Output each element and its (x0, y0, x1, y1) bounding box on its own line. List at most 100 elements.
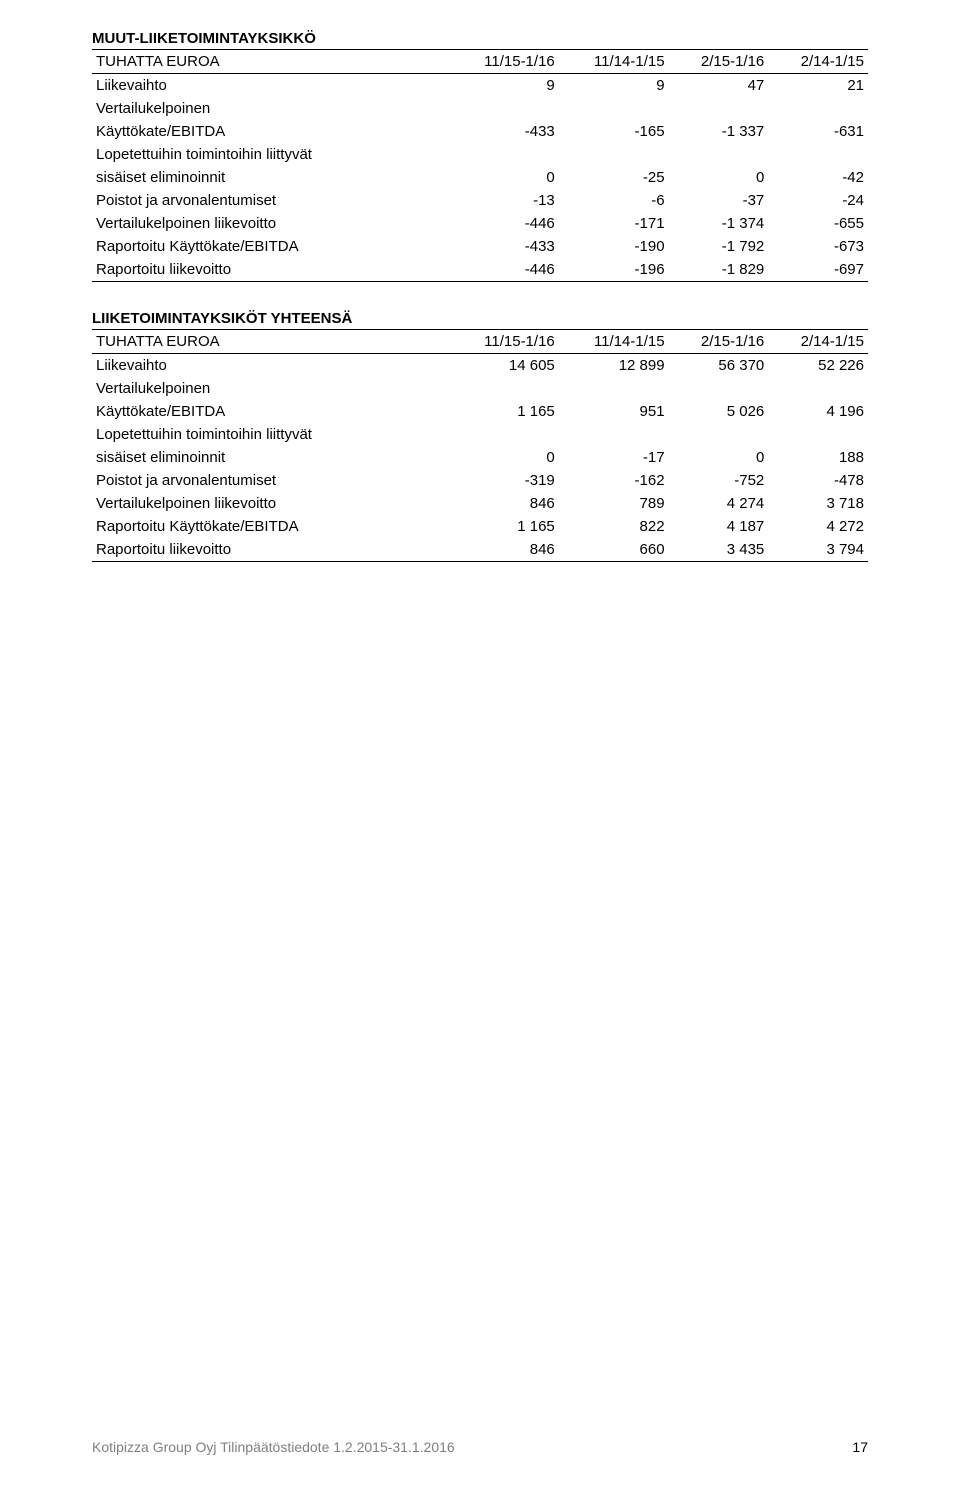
table-cell: 0 (449, 446, 559, 469)
table-cell: -24 (768, 189, 868, 212)
table-cell (559, 143, 669, 166)
table-row: sisäiset eliminoinnit0-250-42 (92, 166, 868, 189)
table-cell: Raportoitu liikevoitto (92, 538, 449, 562)
table-cell: 52 226 (768, 354, 868, 378)
table-cell: 3 435 (669, 538, 769, 562)
table-cell: -673 (768, 235, 868, 258)
table-cell: Liikevaihto (92, 354, 449, 378)
table-cell: -6 (559, 189, 669, 212)
th-c2: 11/14-1/15 (559, 330, 669, 354)
table-cell: -446 (449, 258, 559, 282)
table-row: Lopetettuihin toimintoihin liittyvät (92, 423, 868, 446)
th-label: TUHATTA EUROA (92, 50, 449, 74)
table-row: Lopetettuihin toimintoihin liittyvät (92, 143, 868, 166)
table-cell: 951 (559, 400, 669, 423)
table-cell (768, 143, 868, 166)
table-cell: sisäiset eliminoinnit (92, 446, 449, 469)
table-cell: 14 605 (449, 354, 559, 378)
table-cell (449, 423, 559, 446)
table-cell: -17 (559, 446, 669, 469)
table-cell: 3 718 (768, 492, 868, 515)
table-cell: Vertailukelpoinen (92, 377, 449, 400)
table-cell: -655 (768, 212, 868, 235)
table-cell: Lopetettuihin toimintoihin liittyvät (92, 423, 449, 446)
table-cell: Käyttökate/EBITDA (92, 120, 449, 143)
table-cell: 0 (669, 166, 769, 189)
table-cell: 4 187 (669, 515, 769, 538)
table-cell (768, 97, 868, 120)
table-cell: Vertailukelpoinen (92, 97, 449, 120)
table-cell: 188 (768, 446, 868, 469)
table2: TUHATTA EUROA 11/15-1/16 11/14-1/15 2/15… (92, 329, 868, 562)
table-cell: -165 (559, 120, 669, 143)
table-cell: 822 (559, 515, 669, 538)
footer-page-number: 17 (852, 1439, 868, 1455)
table-cell: 4 274 (669, 492, 769, 515)
table-cell (449, 143, 559, 166)
table-row: Käyttökate/EBITDA1 1659515 0264 196 (92, 400, 868, 423)
th-c3: 2/15-1/16 (669, 330, 769, 354)
table-cell (449, 377, 559, 400)
table-cell: Liikevaihto (92, 74, 449, 98)
table-cell: 9 (559, 74, 669, 98)
table-cell: -478 (768, 469, 868, 492)
table-cell: Vertailukelpoinen liikevoitto (92, 492, 449, 515)
table-cell: 5 026 (669, 400, 769, 423)
table-row: Poistot ja arvonalentumiset-13-6-37-24 (92, 189, 868, 212)
table2-header-row: TUHATTA EUROA 11/15-1/16 11/14-1/15 2/15… (92, 330, 868, 354)
table1-header-row: TUHATTA EUROA 11/15-1/16 11/14-1/15 2/15… (92, 50, 868, 74)
table-cell: 846 (449, 492, 559, 515)
table-cell: Raportoitu liikevoitto (92, 258, 449, 282)
table-cell: 3 794 (768, 538, 868, 562)
table-cell: -190 (559, 235, 669, 258)
table-row: Käyttökate/EBITDA-433-165-1 337-631 (92, 120, 868, 143)
table-cell: Raportoitu Käyttökate/EBITDA (92, 515, 449, 538)
table-row: Poistot ja arvonalentumiset-319-162-752-… (92, 469, 868, 492)
table-cell: -13 (449, 189, 559, 212)
table-cell: -1 337 (669, 120, 769, 143)
table-cell: 846 (449, 538, 559, 562)
table-cell: 12 899 (559, 354, 669, 378)
table-row: Raportoitu liikevoitto8466603 4353 794 (92, 538, 868, 562)
table1: TUHATTA EUROA 11/15-1/16 11/14-1/15 2/15… (92, 49, 868, 282)
table-cell: -42 (768, 166, 868, 189)
table-cell: 21 (768, 74, 868, 98)
table-cell: -446 (449, 212, 559, 235)
table-cell: -37 (669, 189, 769, 212)
table-cell: -1 829 (669, 258, 769, 282)
table-cell: -25 (559, 166, 669, 189)
table-cell: sisäiset eliminoinnit (92, 166, 449, 189)
table-row: Vertailukelpoinen liikevoitto-446-171-1 … (92, 212, 868, 235)
th-c3: 2/15-1/16 (669, 50, 769, 74)
table-cell: 0 (449, 166, 559, 189)
table-cell: -433 (449, 120, 559, 143)
table-cell (559, 97, 669, 120)
th-c4: 2/14-1/15 (768, 330, 868, 354)
section1-title: MUUT-LIIKETOIMINTAYKSIKKÖ (92, 30, 868, 47)
table-cell (669, 97, 769, 120)
table-cell: Vertailukelpoinen liikevoitto (92, 212, 449, 235)
page-footer: Kotipizza Group Oyj Tilinpäätöstiedote 1… (92, 1439, 868, 1455)
table-cell: -319 (449, 469, 559, 492)
table-row: Liikevaihto14 60512 89956 37052 226 (92, 354, 868, 378)
table-cell: 1 165 (449, 515, 559, 538)
table-cell: 9 (449, 74, 559, 98)
table-cell: -433 (449, 235, 559, 258)
table-cell: -752 (669, 469, 769, 492)
table-cell: Raportoitu Käyttökate/EBITDA (92, 235, 449, 258)
table-cell: 4 196 (768, 400, 868, 423)
table-cell (669, 143, 769, 166)
th-label: TUHATTA EUROA (92, 330, 449, 354)
footer-left-text: Kotipizza Group Oyj Tilinpäätöstiedote 1… (92, 1439, 455, 1455)
table-cell (449, 97, 559, 120)
table-cell: Käyttökate/EBITDA (92, 400, 449, 423)
table-cell: 56 370 (669, 354, 769, 378)
table-cell: Poistot ja arvonalentumiset (92, 189, 449, 212)
table-cell (768, 377, 868, 400)
th-c4: 2/14-1/15 (768, 50, 868, 74)
table-row: Raportoitu Käyttökate/EBITDA-433-190-1 7… (92, 235, 868, 258)
th-c2: 11/14-1/15 (559, 50, 669, 74)
table-cell: Poistot ja arvonalentumiset (92, 469, 449, 492)
table-cell: -697 (768, 258, 868, 282)
table-cell: 789 (559, 492, 669, 515)
